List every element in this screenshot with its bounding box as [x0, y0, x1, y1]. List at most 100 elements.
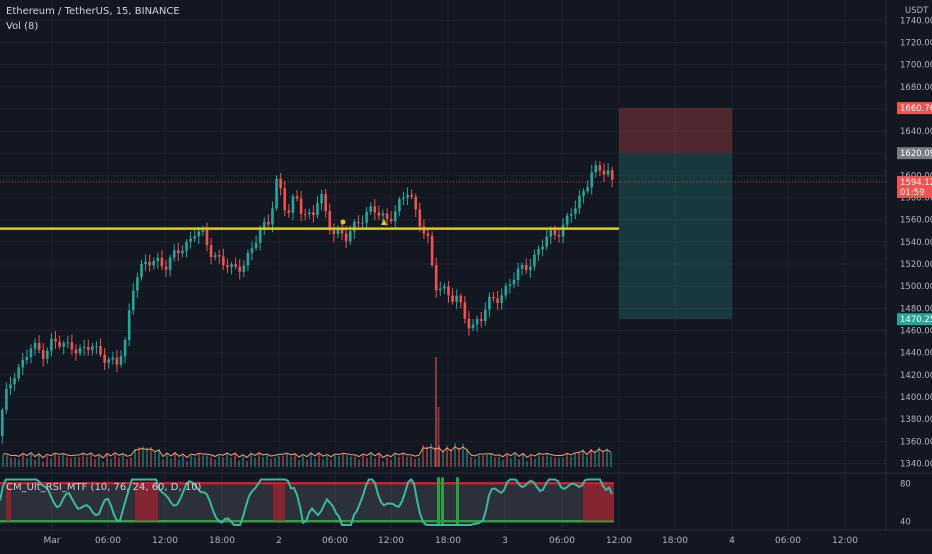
- y-tick-label: 1720.00: [900, 38, 932, 48]
- x-tick-label: Mar: [44, 536, 61, 546]
- entry-price-tag-bg: [897, 147, 932, 160]
- volume-bar: [606, 448, 608, 467]
- candle-body: [406, 195, 409, 198]
- candle-body: [516, 268, 520, 280]
- volume-bar: [402, 453, 404, 467]
- candle-body: [103, 354, 106, 363]
- x-tick-label: 12:00: [378, 536, 404, 546]
- volume-bar: [598, 447, 600, 467]
- candle-body: [140, 263, 143, 278]
- volume-bar: [274, 457, 276, 467]
- candle-body: [86, 347, 90, 351]
- volume-bar: [162, 459, 164, 467]
- current-price-tag-countdown: 01:59: [900, 188, 925, 198]
- rsi-tick-label: 80: [900, 479, 911, 489]
- y-tick-label: 1420.00: [900, 371, 932, 381]
- volume-bar: [38, 454, 40, 467]
- volume-bar: [110, 458, 112, 467]
- candle-body: [66, 342, 70, 344]
- volume-bar: [102, 461, 104, 467]
- candle-body: [172, 250, 176, 258]
- candle-body: [565, 215, 569, 225]
- volume-bar: [462, 443, 464, 467]
- rsi-overbought-zone: [135, 483, 158, 522]
- volume-bar: [466, 448, 468, 467]
- candle-body: [37, 342, 41, 351]
- volume-bar: [106, 454, 108, 467]
- candle-body: [549, 230, 553, 237]
- candle-body: [46, 350, 49, 359]
- candle-body: [254, 242, 258, 249]
- candle-body: [58, 341, 61, 347]
- candle-body: [82, 347, 86, 349]
- volume-bar: [174, 453, 176, 467]
- candle-body: [557, 235, 561, 237]
- volume-bar: [534, 458, 536, 467]
- signal-marker: ▲: [381, 217, 388, 226]
- volume-bar: [182, 455, 184, 467]
- candle-body: [115, 357, 119, 365]
- volume-bar: [222, 457, 224, 467]
- y-tick-label: 1520.00: [900, 260, 932, 270]
- volume-bar: [558, 457, 560, 467]
- y-axis-unit: USDT: [905, 6, 929, 16]
- stop-loss-zone: [619, 108, 732, 154]
- candle-body: [414, 196, 418, 210]
- volume-indicator-label: Vol (8): [6, 21, 39, 32]
- volume-bar: [354, 456, 356, 467]
- volume-bar: [418, 457, 420, 467]
- volume-bar: [290, 456, 292, 467]
- x-tick-label: 12:00: [152, 536, 178, 546]
- rsi-band: [0, 483, 614, 522]
- candle-body: [127, 310, 131, 340]
- volume-bar: [570, 456, 572, 467]
- candle-body: [610, 170, 614, 180]
- volume-bar: [478, 455, 480, 467]
- volume-bar: [170, 458, 172, 467]
- volume-bar: [246, 461, 248, 467]
- volume-bar: [338, 456, 340, 467]
- volume-bar: [242, 456, 244, 467]
- candle-body: [385, 213, 389, 219]
- volume-bar: [266, 455, 268, 467]
- candle-body: [287, 210, 291, 213]
- rsi-overbought-zone: [583, 483, 614, 522]
- volume-bar: [298, 460, 300, 467]
- volume-bar: [390, 459, 392, 467]
- candle-body: [524, 265, 528, 271]
- candle-body: [299, 198, 303, 214]
- candle-body: [111, 357, 115, 360]
- y-tick-label: 1680.00: [900, 83, 932, 93]
- candle-body: [508, 284, 512, 286]
- volume-ma-line: [2, 446, 612, 459]
- volume-bar: [498, 456, 500, 467]
- volume-bar: [458, 447, 460, 467]
- x-tick-label: 12:00: [606, 536, 632, 546]
- volume-bar: [350, 456, 352, 467]
- candle-body: [529, 266, 532, 271]
- candle-body: [520, 265, 524, 269]
- candle-body: [189, 238, 192, 242]
- volume-bar: [282, 455, 284, 467]
- candle-body: [279, 178, 282, 189]
- candle-body: [70, 342, 74, 350]
- volume-bar: [226, 453, 228, 467]
- candle-body: [226, 265, 229, 268]
- volume-bar: [406, 456, 408, 467]
- y-tick-label: 1340.00: [900, 460, 932, 470]
- volume-bar: [538, 454, 540, 467]
- volume-bar: [382, 461, 384, 467]
- candle-body: [193, 236, 196, 239]
- volume-bar: [6, 455, 8, 467]
- candle-body: [295, 196, 299, 199]
- volume-bar: [386, 456, 388, 467]
- rsi-indicator-label: CM_Ult_RSI_MTF (10, 76, 24, 60, D, 10): [6, 482, 202, 493]
- volume-bar: [146, 447, 148, 467]
- volume-bar: [414, 458, 416, 467]
- candle-body: [25, 357, 29, 361]
- candle-body: [594, 165, 598, 173]
- volume-bar: [82, 454, 84, 467]
- candle-body: [185, 241, 188, 251]
- y-tick-label: 1560.00: [900, 216, 932, 226]
